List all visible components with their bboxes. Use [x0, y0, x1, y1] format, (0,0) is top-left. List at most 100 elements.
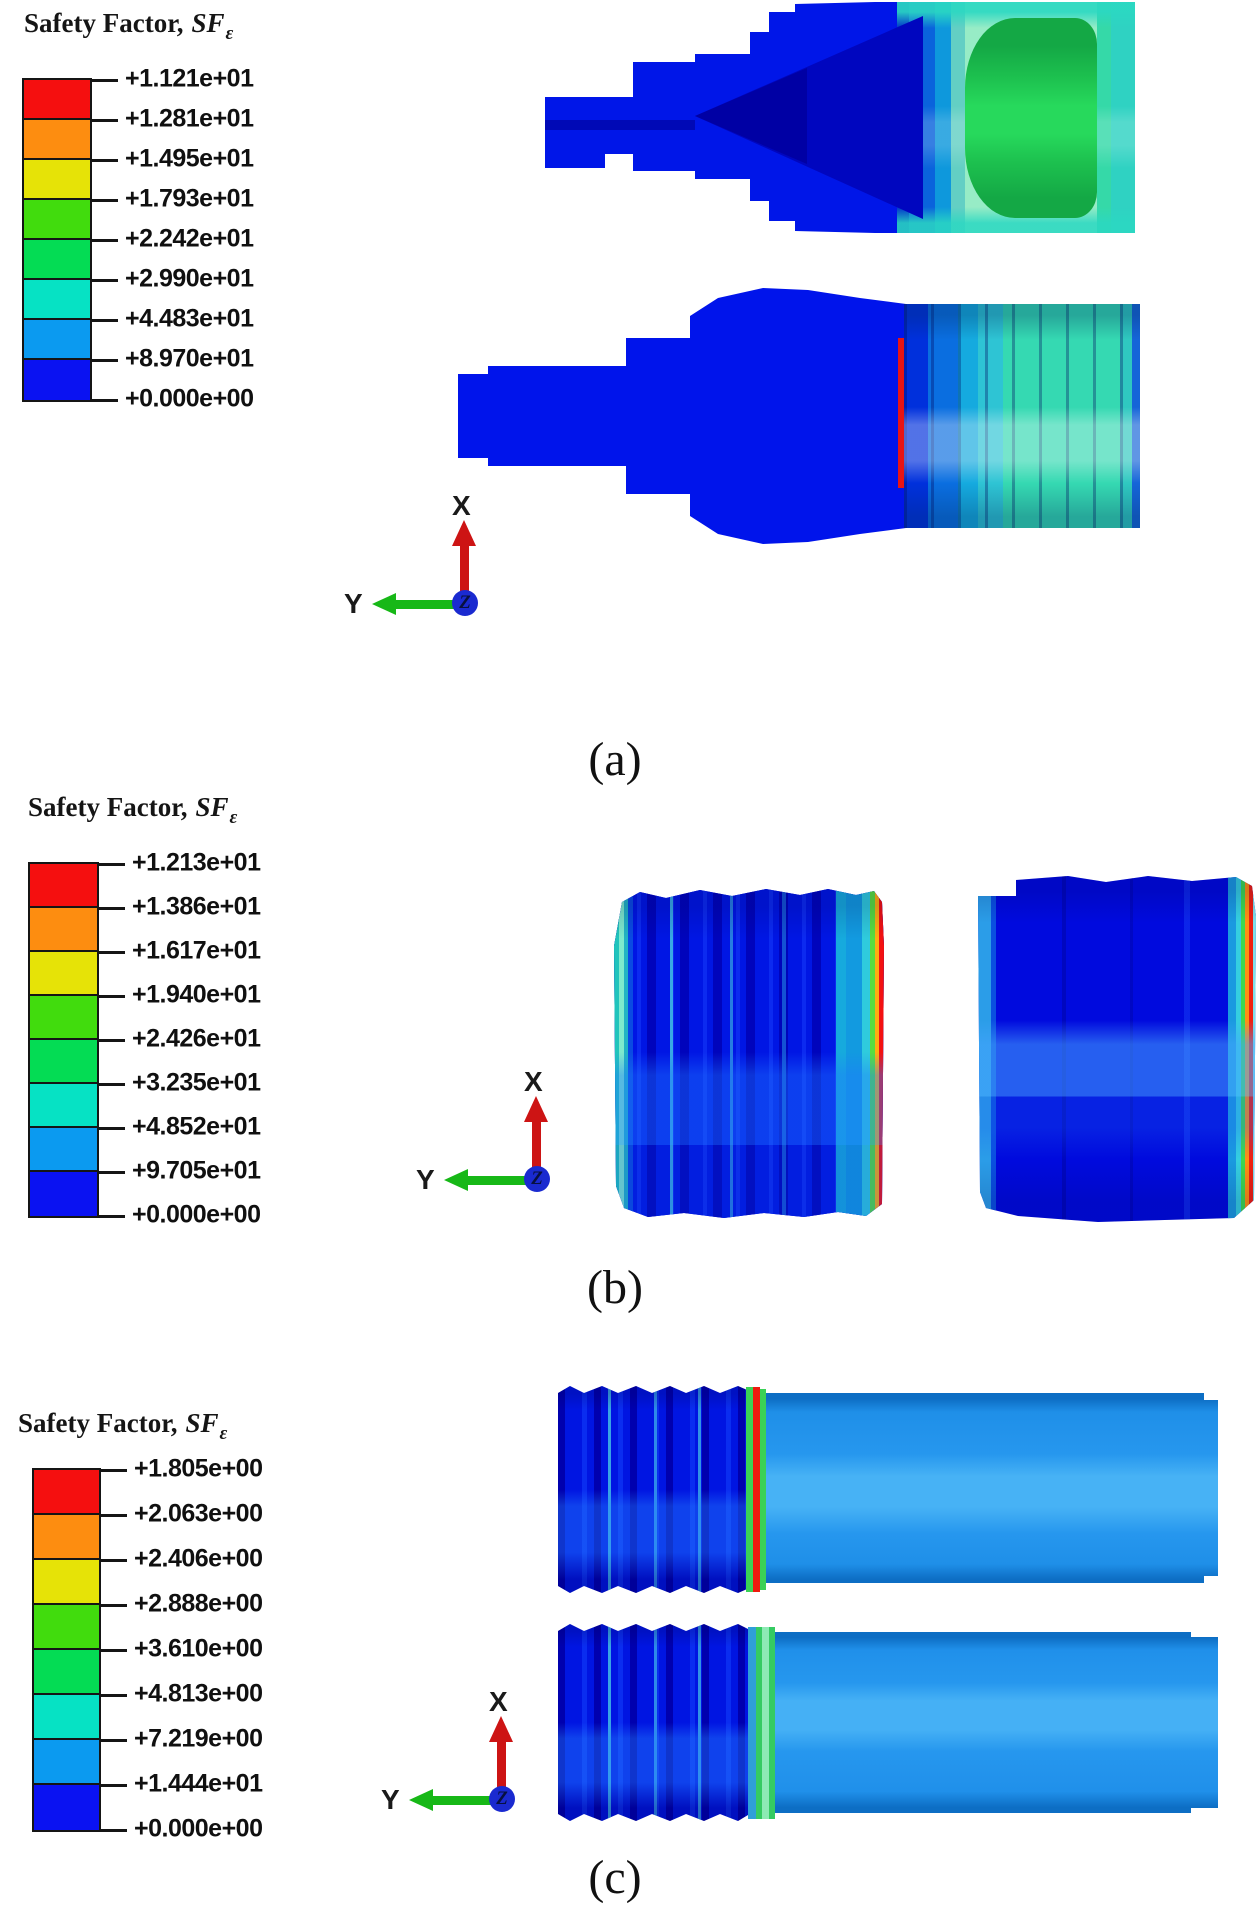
tick-line: [92, 399, 118, 402]
tick-line: [101, 1739, 127, 1742]
green-contour-stripe: [756, 1627, 762, 1819]
tick-line: [101, 1649, 127, 1652]
z-axis-label: Z: [459, 592, 471, 613]
tick-label: +2.063e+00: [134, 1499, 263, 1528]
axis-triad-a: X Y Z: [344, 490, 510, 640]
tick-label: +2.990e+01: [125, 264, 254, 293]
legend-title-text: Safety Factor,: [28, 792, 188, 822]
z-axis-origin-icon: Z: [489, 1786, 515, 1812]
legend-title-text: Safety Factor,: [24, 8, 184, 38]
tick-label: +0.000e+00: [125, 384, 254, 413]
legend-title-symbol: SF: [185, 1408, 219, 1438]
tick-line: [99, 863, 125, 866]
legend-title-symbol: SF: [191, 8, 225, 38]
color-band: [34, 1650, 99, 1695]
model-a-section-view: [545, 2, 1135, 233]
color-band: [30, 996, 97, 1040]
green-contour-stripe: [760, 1389, 766, 1590]
tick-line: [99, 995, 125, 998]
tick-label: +1.386e+01: [132, 892, 261, 921]
tick-label: +1.121e+01: [125, 64, 254, 93]
tick-label: +2.426e+01: [132, 1024, 261, 1053]
color-band: [30, 864, 97, 908]
color-band: [34, 1560, 99, 1605]
shaft-bore-line: [545, 120, 695, 130]
color-band: [24, 280, 90, 320]
tick-label: +1.805e+00: [134, 1454, 263, 1483]
model-c-pipe-top: [558, 1385, 1218, 1594]
tick-line: [92, 279, 118, 282]
color-band: [24, 240, 90, 280]
color-band: [34, 1785, 99, 1830]
tick-line: [99, 951, 125, 954]
tick-line: [92, 359, 118, 362]
x-axis-arrow-shaft: [460, 544, 469, 596]
tick-label: +1.617e+01: [132, 936, 261, 965]
tick-label: +0.000e+00: [134, 1814, 263, 1843]
tick-label: +0.000e+00: [132, 1200, 261, 1229]
legend-title: Safety Factor, SFε: [28, 792, 237, 829]
x-axis-arrow-shaft: [532, 1120, 541, 1172]
tick-line: [101, 1604, 127, 1607]
color-band: [24, 320, 90, 360]
color-band: [34, 1740, 99, 1785]
tick-label: +1.281e+01: [125, 104, 254, 133]
color-band: [30, 1040, 97, 1084]
y-axis-arrow-icon: [409, 1789, 433, 1811]
tick-line: [99, 1083, 125, 1086]
color-band: [34, 1515, 99, 1560]
z-axis-origin-icon: Z: [452, 590, 478, 616]
model-b-threaded-sleeve: [614, 889, 884, 1218]
red-contour-stripe: [753, 1387, 760, 1592]
color-band: [34, 1605, 99, 1650]
color-band: [30, 1172, 97, 1216]
pipe-body-contour: [766, 1393, 1218, 1583]
color-band: [24, 120, 90, 160]
legend-title-symbol: SF: [195, 792, 229, 822]
y-axis-arrow-shaft: [468, 1176, 526, 1185]
caption-c: (c): [588, 1851, 642, 1904]
tick-label: +7.219e+00: [134, 1724, 263, 1753]
tick-label: +1.940e+01: [132, 980, 261, 1009]
tick-line: [99, 907, 125, 910]
tick-label: +1.793e+01: [125, 184, 254, 213]
tick-line: [99, 1039, 125, 1042]
x-axis-label: X: [524, 1066, 543, 1097]
tick-label: +1.495e+01: [125, 144, 254, 173]
legend-title: Safety Factor, SFε: [18, 1408, 227, 1445]
tick-line: [99, 1171, 125, 1174]
legend-panel-a: Safety Factor, SFε +1.121e+01 +1.281e+01 …: [20, 6, 350, 416]
legend-title-subscript: ε: [225, 23, 234, 44]
x-axis-label: X: [489, 1686, 508, 1717]
color-band: [30, 1128, 97, 1172]
tick-line: [101, 1514, 127, 1517]
color-band: [24, 160, 90, 200]
y-axis-arrow-icon: [372, 593, 396, 615]
tick-label: +2.888e+00: [134, 1589, 263, 1618]
tick-line: [92, 239, 118, 242]
axis-triad-c: X Y Z: [381, 1686, 547, 1836]
x-axis-arrow-icon: [524, 1096, 548, 1122]
tick-line: [92, 319, 118, 322]
tick-label: +4.852e+01: [132, 1112, 261, 1141]
color-band: [30, 1084, 97, 1128]
tick-line: [92, 199, 118, 202]
x-axis-arrow-icon: [452, 520, 476, 546]
z-axis-label: Z: [496, 1788, 508, 1809]
legend-title-text: Safety Factor,: [18, 1408, 178, 1438]
green-contour-stripe: [746, 1387, 753, 1592]
tick-line: [92, 79, 118, 82]
x-axis-label: X: [452, 490, 471, 521]
color-band: [34, 1470, 99, 1515]
color-band: [24, 80, 90, 120]
tick-label: +4.813e+00: [134, 1679, 263, 1708]
caption-b: (b): [587, 1261, 643, 1314]
tick-label: +3.235e+01: [132, 1068, 261, 1097]
model-a-external-view: [458, 288, 1140, 544]
threaded-end-contour: [558, 1386, 754, 1593]
color-band: [24, 200, 90, 240]
green-contour-region: [965, 18, 1097, 218]
tick-label: +3.610e+00: [134, 1634, 263, 1663]
tick-label: +1.213e+01: [132, 848, 261, 877]
